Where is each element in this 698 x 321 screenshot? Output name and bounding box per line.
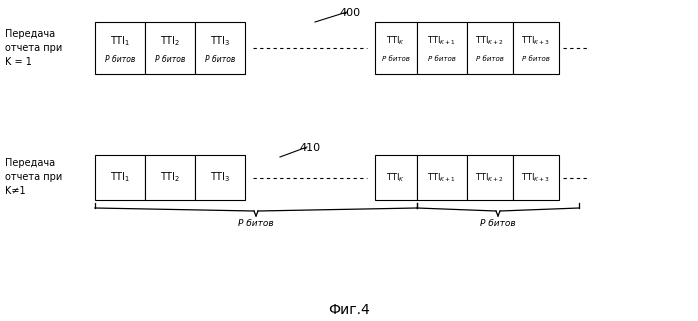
Text: ТТI$_2$: ТТI$_2$ — [160, 170, 180, 184]
Text: Фиг.4: Фиг.4 — [328, 303, 370, 317]
Text: Р битов: Р битов — [205, 55, 235, 64]
Text: ТТI$_{K+3}$: ТТI$_{K+3}$ — [521, 35, 551, 48]
Text: Р битов: Р битов — [155, 55, 185, 64]
Bar — [417, 155, 467, 200]
Text: ТТI$_K$: ТТI$_K$ — [387, 171, 406, 184]
Text: Р битов: Р битов — [105, 55, 135, 64]
Text: ТТI$_{K+2}$: ТТI$_{K+2}$ — [475, 171, 505, 184]
Text: Р битов: Р битов — [382, 56, 410, 63]
Bar — [95, 155, 145, 200]
Bar — [145, 22, 195, 74]
Bar — [467, 155, 513, 200]
Text: 400: 400 — [339, 8, 361, 18]
Bar — [145, 155, 195, 200]
Bar — [95, 22, 145, 74]
Text: ТТI$_3$: ТТI$_3$ — [209, 34, 230, 48]
Text: Передача
отчета при
K≠1: Передача отчета при K≠1 — [5, 159, 62, 196]
Bar — [467, 22, 513, 74]
Text: ТТI$_{K+1}$: ТТI$_{K+1}$ — [427, 171, 456, 184]
Text: ТТI$_3$: ТТI$_3$ — [209, 170, 230, 184]
Bar — [513, 155, 559, 200]
Text: Р битов: Р битов — [428, 56, 456, 63]
Text: ТТI$_{K+1}$: ТТI$_{K+1}$ — [427, 35, 456, 48]
Bar — [375, 22, 417, 74]
Text: ТТI$_K$: ТТI$_K$ — [387, 35, 406, 48]
Text: Р битов: Р битов — [476, 56, 504, 63]
Text: ТТI$_1$: ТТI$_1$ — [110, 170, 131, 184]
Bar — [417, 22, 467, 74]
Text: ТТI$_2$: ТТI$_2$ — [160, 34, 180, 48]
Bar — [195, 22, 245, 74]
Text: 410: 410 — [299, 143, 320, 153]
Text: ТТI$_{K+2}$: ТТI$_{K+2}$ — [475, 35, 505, 48]
Text: Передача
отчета при
K = 1: Передача отчета при K = 1 — [5, 29, 62, 67]
Bar — [195, 155, 245, 200]
Bar — [375, 155, 417, 200]
Text: Р битов: Р битов — [480, 219, 516, 228]
Text: Р битов: Р битов — [238, 219, 274, 228]
Bar — [513, 22, 559, 74]
Text: Р битов: Р битов — [522, 56, 550, 63]
Text: ТТI$_{K+3}$: ТТI$_{K+3}$ — [521, 171, 551, 184]
Text: ТТI$_1$: ТТI$_1$ — [110, 34, 131, 48]
